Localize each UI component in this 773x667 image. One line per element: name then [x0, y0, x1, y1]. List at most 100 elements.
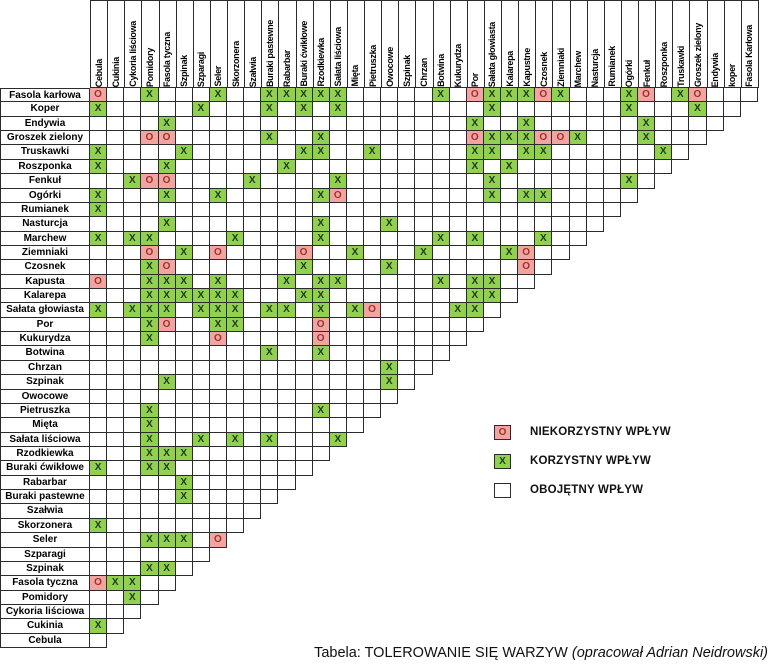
matrix-cell: X [466, 274, 484, 290]
matrix-cell: X [175, 533, 193, 548]
matrix-cell [192, 159, 210, 175]
matrix-cell [107, 102, 125, 117]
matrix-cell [261, 403, 279, 419]
matrix-cell [620, 131, 638, 146]
matrix-cell [501, 231, 519, 246]
table-row: Fasola karłowa O X X X X X X X X O X X X O X X O X O [0, 88, 758, 103]
matrix-cell [364, 289, 382, 304]
matrix-cell [381, 102, 399, 117]
matrix-cell [107, 561, 125, 577]
row-label: Czosnek [0, 260, 90, 275]
matrix-cell [483, 217, 501, 232]
matrix-cell: X [192, 102, 210, 117]
table-row: Por X O X X O [0, 317, 758, 333]
matrix-cell: X [261, 432, 279, 447]
matrix-cell [124, 561, 142, 577]
matrix-cell: X [466, 303, 484, 318]
column-header: Szpinak [176, 0, 194, 88]
matrix-cell [244, 461, 262, 476]
matrix-cell: X [124, 576, 142, 591]
matrix-cell [535, 217, 553, 232]
matrix-cell [175, 332, 193, 347]
matrix-cell [398, 102, 416, 117]
matrix-cell [261, 475, 279, 491]
matrix-cell [278, 475, 296, 491]
legend-item-neutral: OBOJĘTNY WPŁYW [494, 482, 671, 498]
matrix-cell [483, 116, 501, 132]
matrix-cell: X [209, 88, 227, 103]
matrix-cell: X [535, 231, 553, 246]
matrix-cell: X [192, 303, 210, 318]
caption-text: Tabela: TOLEROWANIE SIĘ WARZYW [314, 645, 572, 661]
matrix-cell [449, 88, 467, 103]
matrix-cell [398, 217, 416, 232]
matrix-cell [398, 145, 416, 160]
matrix-cell [141, 202, 159, 218]
matrix-cell [141, 475, 159, 491]
matrix-cell [124, 432, 142, 447]
matrix-cell: O [466, 88, 484, 103]
matrix-cell [261, 174, 279, 189]
matrix-cell [209, 202, 227, 218]
matrix-cell [107, 217, 125, 232]
matrix-cell [244, 188, 262, 203]
column-header: Fasola tyczna [159, 0, 177, 88]
matrix-cell [175, 260, 193, 275]
matrix-cell [107, 231, 125, 246]
matrix-cell: X [158, 303, 176, 318]
matrix-cell [261, 461, 279, 476]
matrix-cell: X [141, 461, 159, 476]
matrix-cell [261, 490, 279, 505]
matrix-cell [278, 346, 296, 361]
matrix-cell [124, 260, 142, 275]
column-header: koper [724, 0, 742, 88]
matrix-cell [261, 188, 279, 203]
matrix-cell [415, 159, 433, 175]
matrix-cell [124, 131, 142, 146]
matrix-cell [483, 303, 501, 318]
matrix-cell [415, 88, 433, 103]
legend: O NIEKORZYSTNY WPŁYW X KORZYSTNY WPŁYW O… [494, 424, 671, 511]
matrix-cell [278, 403, 296, 419]
matrix-cell [569, 231, 587, 246]
matrix-cell [124, 245, 142, 261]
table-row: Kapusta O X X X X X X X X X X [0, 274, 758, 290]
matrix-cell [398, 274, 416, 290]
matrix-cell [107, 461, 125, 476]
matrix-cell [295, 446, 313, 462]
matrix-cell [501, 116, 519, 132]
matrix-cell [329, 346, 347, 361]
matrix-body: Fasola karłowa O X X X X X X X X O X X X O X X O X O Koper X X… [0, 88, 758, 649]
matrix-cell [244, 346, 262, 361]
matrix-cell [124, 518, 142, 534]
matrix-cell: X [312, 231, 330, 246]
legend-swatch-positive: X [494, 453, 511, 469]
matrix-cell: X [90, 231, 108, 246]
matrix-cell [141, 490, 159, 505]
row-label: Rabarbar [0, 475, 90, 491]
matrix-cell [158, 432, 176, 447]
matrix-cell [620, 116, 638, 132]
matrix-cell [346, 174, 364, 189]
matrix-cell [552, 174, 570, 189]
matrix-cell [295, 116, 313, 132]
matrix-cell: X [141, 260, 159, 275]
matrix-cell [227, 518, 245, 534]
matrix-cell [227, 88, 245, 103]
table-row: Roszponka X X X X X [0, 159, 758, 175]
matrix-cell [244, 102, 262, 117]
matrix-cell: O [638, 88, 656, 103]
matrix-cell [278, 174, 296, 189]
column-header: Truskawki [673, 0, 691, 88]
column-header: Fasola Karłowa [741, 0, 759, 88]
matrix-cell: X [158, 188, 176, 203]
matrix-cell [209, 418, 227, 433]
matrix-cell: X [90, 518, 108, 534]
matrix-cell [655, 131, 673, 146]
matrix-cell [569, 145, 587, 160]
matrix-cell [209, 260, 227, 275]
matrix-cell [192, 375, 210, 390]
matrix-cell [227, 332, 245, 347]
matrix-cell [346, 102, 364, 117]
row-label: Cebula [0, 633, 90, 649]
